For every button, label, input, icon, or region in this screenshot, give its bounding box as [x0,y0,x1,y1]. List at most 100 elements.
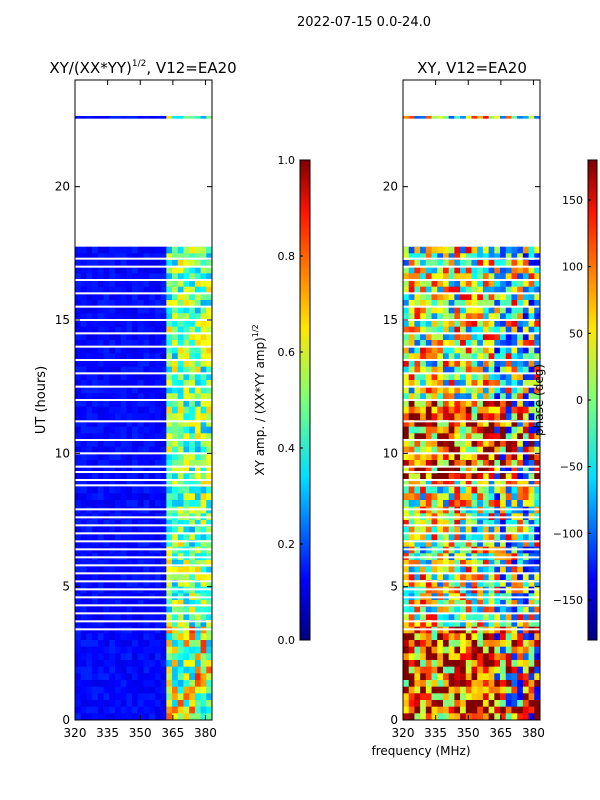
heatmap-cell [172,473,179,481]
heatmap-cell [488,353,495,361]
flagged-row [75,580,212,583]
heatmap-cell [143,293,150,301]
heatmap-cell [194,246,201,254]
flagged-row [75,572,212,575]
heatmap-cell [137,700,144,708]
heatmap-cell [431,466,438,474]
heatmap-cell [177,306,184,314]
heatmap-cell [517,400,524,408]
heatmap-cell [442,373,450,381]
heatmap-cell [109,266,116,274]
heatmap-cell [500,473,507,481]
heatmap-cell [425,633,432,641]
heatmap-cell [92,393,99,401]
heatmap-cell [160,460,167,468]
heatmap-cell [477,493,484,501]
heatmap-cell [154,493,162,501]
heatmap-cell [471,340,478,348]
heatmap-cell [471,453,478,461]
heatmap-cell [132,613,139,621]
heatmap-cell [143,680,150,688]
heatmap-cell [149,333,156,341]
heatmap-cell [465,253,472,261]
heatmap-cell [166,606,173,614]
heatmap-cell [206,620,213,628]
heatmap-cell [206,306,213,314]
heatmap-cell [109,326,116,334]
heatmap-cell [166,420,173,428]
heatmap-cell [505,640,512,648]
heatmap-cell [103,620,110,628]
heatmap-cell [137,433,144,441]
heatmap-cell [442,406,450,414]
heatmap-cell [488,573,495,581]
heatmap-cell [500,600,507,608]
heatmap-cell [534,286,541,294]
heatmap-cell [149,466,156,474]
heatmap-cell [517,706,524,714]
heatmap-cell [172,386,179,394]
heatmap-cell [517,306,524,314]
heatmap-cell [132,386,139,394]
heatmap-cell [511,480,518,488]
heatmap-cell [454,686,461,694]
heatmap-cell [189,573,196,581]
heatmap-cell [206,453,213,461]
heatmap-cell [189,386,196,394]
heatmap-cell [403,353,410,361]
right-panel-title: XY, V12=EA20 [417,59,527,77]
heatmap-cell [425,320,432,328]
heatmap-cell [460,420,467,428]
heatmap-cell [454,373,461,381]
heatmap-cell [448,326,455,334]
heatmap-cell [431,340,438,348]
heatmap-cell [154,246,162,254]
heatmap-cell [448,566,455,574]
heatmap-cell [454,526,461,534]
heatmap-cell [517,460,524,468]
heatmap-cell [80,640,87,648]
heatmap-cell [75,613,82,621]
heatmap-cell [200,340,207,348]
heatmap-cell [528,600,535,608]
heatmap-cell [103,540,110,548]
heatmap-cell [488,520,495,528]
heatmap-cell [114,573,122,581]
heatmap-cell [420,666,427,674]
heatmap-cell [431,420,438,428]
heatmap-cell [80,620,87,628]
heatmap-cell [149,400,156,408]
heatmap-cell [505,520,512,528]
heatmap-cell [534,420,541,428]
heatmap-cell [534,293,541,301]
heatmap-cell [126,113,133,121]
heatmap-cell [177,540,184,548]
heatmap-cell [488,500,495,508]
heatmap-cell [482,273,490,281]
left-flag-gaps [75,80,212,631]
heatmap-cell [528,253,535,261]
heatmap-cell [137,273,144,281]
heatmap-cell [114,313,122,321]
heatmap-cell [109,433,116,441]
heatmap-cell [183,286,190,294]
heatmap-cell [534,340,541,348]
heatmap-cell [448,346,455,354]
heatmap-cell [126,613,133,621]
heatmap-cell [465,333,472,341]
heatmap-cell [488,113,495,121]
heatmap-cell [177,520,184,528]
heatmap-cell [97,386,104,394]
heatmap-cell [97,500,104,508]
heatmap-cell [414,666,421,674]
heatmap-cell [143,713,150,721]
heatmap-cell [189,413,196,421]
heatmap-cell [408,473,415,481]
heatmap-cell [425,706,432,714]
heatmap-cell [120,673,127,681]
heatmap-cell [482,560,490,568]
heatmap-cell [494,686,501,694]
heatmap-cell [149,473,156,481]
heatmap-cell [414,253,421,261]
heatmap-cell [126,300,133,308]
